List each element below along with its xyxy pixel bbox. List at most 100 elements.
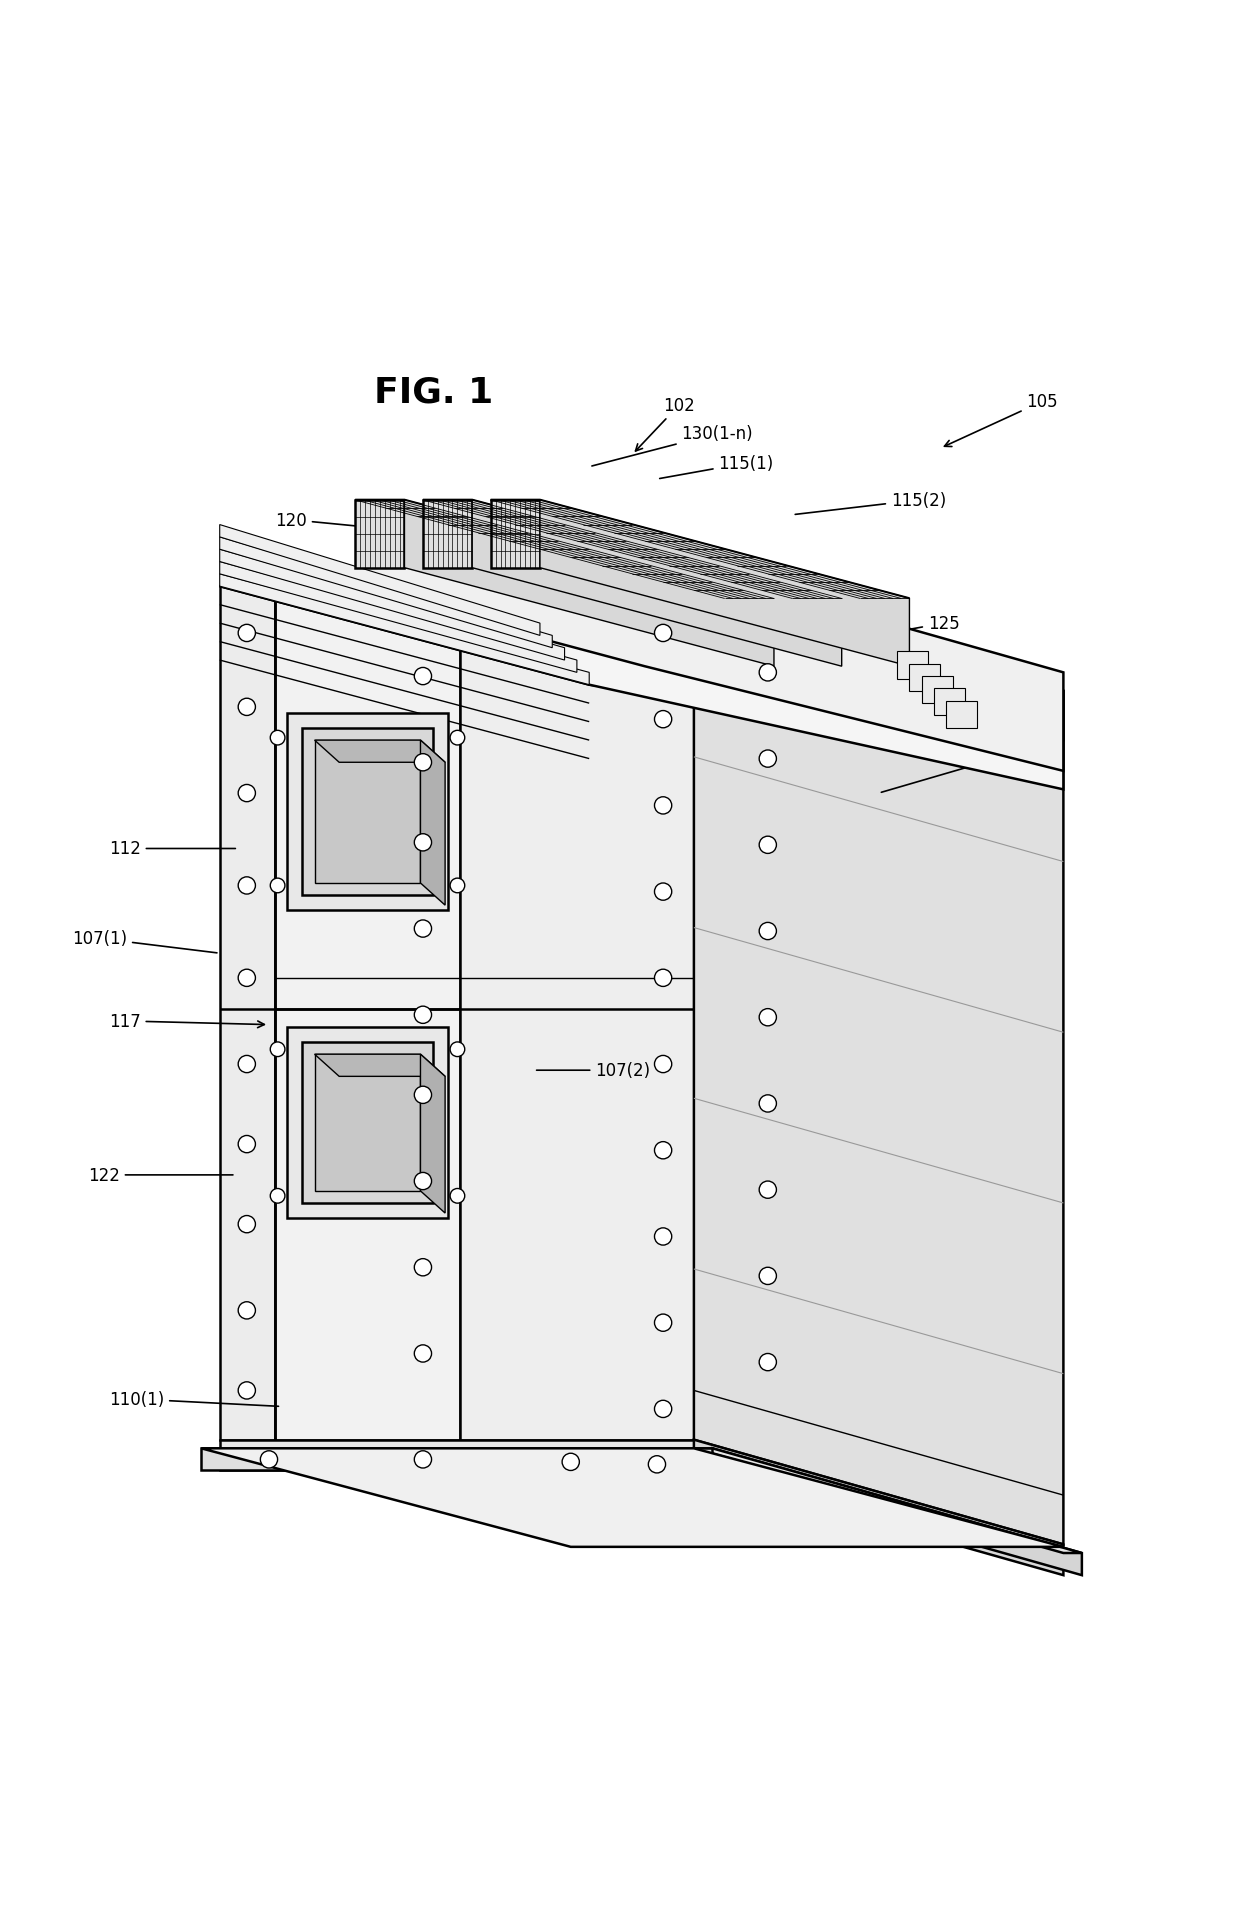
Circle shape — [759, 665, 776, 682]
Polygon shape — [315, 1055, 420, 1192]
Polygon shape — [460, 587, 694, 1439]
Polygon shape — [909, 665, 940, 692]
Polygon shape — [303, 728, 433, 896]
Polygon shape — [288, 713, 448, 910]
Circle shape — [270, 1043, 285, 1057]
Polygon shape — [219, 526, 539, 636]
Polygon shape — [201, 1449, 712, 1470]
Circle shape — [759, 750, 776, 767]
Polygon shape — [934, 690, 965, 717]
Circle shape — [238, 1381, 255, 1399]
Circle shape — [655, 1314, 672, 1331]
Circle shape — [759, 1354, 776, 1372]
Circle shape — [270, 1188, 285, 1204]
Circle shape — [270, 730, 285, 746]
Polygon shape — [423, 500, 842, 599]
Polygon shape — [315, 1055, 445, 1076]
Circle shape — [414, 668, 432, 686]
Circle shape — [414, 753, 432, 771]
Circle shape — [238, 970, 255, 987]
Circle shape — [649, 1457, 666, 1474]
Circle shape — [414, 1007, 432, 1024]
Text: 115(1): 115(1) — [660, 454, 774, 479]
Text: 107(2): 107(2) — [537, 1063, 651, 1080]
Polygon shape — [491, 500, 539, 568]
Circle shape — [655, 798, 672, 815]
Polygon shape — [921, 676, 952, 703]
Text: FIG. 1: FIG. 1 — [373, 375, 494, 410]
Polygon shape — [275, 568, 1064, 771]
Polygon shape — [897, 653, 928, 680]
Polygon shape — [355, 500, 404, 568]
Circle shape — [238, 1215, 255, 1233]
Circle shape — [414, 1345, 432, 1362]
Text: 125: 125 — [844, 614, 960, 641]
Circle shape — [655, 626, 672, 641]
Polygon shape — [694, 1439, 1064, 1575]
Circle shape — [238, 877, 255, 895]
Polygon shape — [491, 500, 909, 599]
Polygon shape — [472, 500, 842, 667]
Polygon shape — [946, 701, 977, 728]
Polygon shape — [315, 740, 445, 763]
Polygon shape — [219, 587, 275, 1439]
Circle shape — [260, 1451, 278, 1468]
Polygon shape — [712, 1449, 1081, 1575]
Circle shape — [238, 626, 255, 641]
Polygon shape — [355, 500, 774, 599]
Text: 107(1): 107(1) — [72, 929, 217, 952]
Circle shape — [655, 1229, 672, 1246]
Polygon shape — [219, 574, 589, 686]
Circle shape — [414, 1173, 432, 1190]
Text: 130: 130 — [882, 748, 1022, 792]
Circle shape — [655, 711, 672, 728]
Text: 110(1): 110(1) — [109, 1391, 279, 1408]
Polygon shape — [275, 587, 460, 1439]
Polygon shape — [315, 740, 420, 883]
Circle shape — [238, 784, 255, 802]
Polygon shape — [219, 551, 564, 661]
Polygon shape — [201, 1449, 1064, 1548]
Polygon shape — [219, 562, 577, 672]
Polygon shape — [303, 1043, 433, 1204]
Circle shape — [655, 1142, 672, 1159]
Circle shape — [759, 1267, 776, 1285]
Text: 105: 105 — [945, 394, 1058, 448]
Circle shape — [414, 920, 432, 937]
Circle shape — [759, 1009, 776, 1026]
Text: 110(2): 110(2) — [466, 1464, 531, 1484]
Text: 117: 117 — [109, 1012, 264, 1030]
Polygon shape — [423, 500, 472, 568]
Polygon shape — [694, 1449, 1081, 1553]
Circle shape — [414, 1086, 432, 1103]
Circle shape — [759, 837, 776, 854]
Polygon shape — [219, 1439, 694, 1470]
Text: 102: 102 — [636, 396, 694, 452]
Polygon shape — [288, 1028, 448, 1219]
Circle shape — [450, 1043, 465, 1057]
Circle shape — [414, 1260, 432, 1277]
Polygon shape — [219, 587, 1064, 790]
Polygon shape — [404, 500, 774, 667]
Circle shape — [238, 1302, 255, 1320]
Circle shape — [655, 970, 672, 987]
Polygon shape — [420, 740, 445, 906]
Text: 122: 122 — [88, 1167, 233, 1184]
Circle shape — [238, 1057, 255, 1072]
Polygon shape — [219, 587, 1064, 740]
Circle shape — [759, 1182, 776, 1198]
Polygon shape — [694, 587, 1064, 1544]
Circle shape — [414, 1451, 432, 1468]
Circle shape — [450, 879, 465, 893]
Circle shape — [414, 835, 432, 852]
Text: 112: 112 — [109, 840, 236, 858]
Circle shape — [562, 1453, 579, 1470]
Circle shape — [450, 730, 465, 746]
Circle shape — [759, 923, 776, 941]
Circle shape — [655, 1057, 672, 1072]
Circle shape — [270, 879, 285, 893]
Text: 120: 120 — [275, 512, 377, 529]
Polygon shape — [539, 500, 909, 667]
Circle shape — [450, 1188, 465, 1204]
Polygon shape — [219, 537, 552, 649]
